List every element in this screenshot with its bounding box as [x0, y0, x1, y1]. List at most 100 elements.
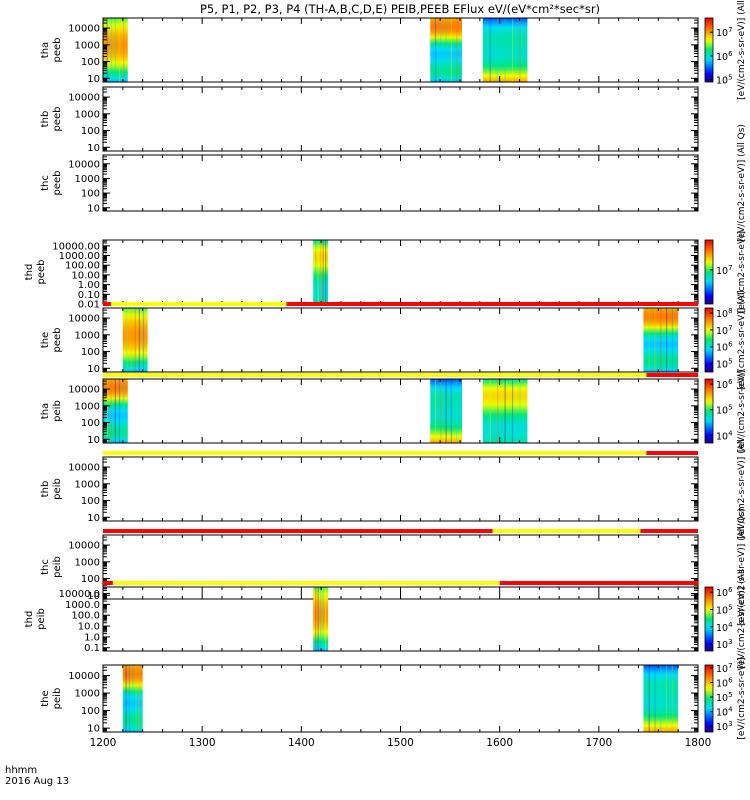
- y-tick-label: 10000: [68, 159, 100, 170]
- colorbar-label: [eV/(cm2-s-sr-eV)] (All: [737, 290, 747, 390]
- colorbar-tick-label: 105: [716, 691, 733, 704]
- y-tick-label: 100.0: [71, 611, 100, 622]
- mode-bar-segment: [640, 529, 698, 533]
- x-tick-label: 1200: [90, 737, 117, 749]
- y-tick-label: 1000.0: [65, 600, 100, 611]
- colorbar-label: [eV/(cm2-s-sr-eV)] (All: [737, 439, 747, 539]
- panel-tha-peeb: 10 100 1000 10000 tha peeb 107 106 105 [eV/(cm2-s…: [40, 0, 747, 100]
- y-tick-label: 10000: [68, 24, 100, 35]
- mode-bar-segment: [110, 302, 287, 306]
- colorbar-label: [eV/(cm2-s-sr-eV)]: [737, 231, 747, 313]
- y-axis-label-product: peeb: [52, 38, 63, 63]
- y-tick-label: 10: [87, 591, 100, 602]
- colorbar-tick-label: 104: [716, 429, 733, 442]
- y-tick-label: 100.00: [65, 261, 100, 272]
- y-axis-label-probe: tha: [40, 403, 51, 419]
- x-tick-label: 1800: [685, 737, 712, 749]
- colorbar-tick-label: 107: [716, 324, 733, 337]
- mode-bar-segment: [103, 581, 113, 585]
- y-tick-label: 10: [87, 435, 100, 446]
- mode-bar-segment: [492, 529, 641, 533]
- mode-bar-segment: [499, 581, 698, 585]
- y-tick-label: 1000: [75, 479, 100, 490]
- y-tick-label: 10000.0: [59, 589, 100, 600]
- y-tick-label: 100: [81, 347, 100, 358]
- y-tick-label: 100: [81, 574, 100, 585]
- y-axis-label-probe: thc: [40, 175, 51, 191]
- panel-tha-peib: 10 100 1000 10000 tha peib 106 105 104 [eV/(cm2-s…: [40, 370, 747, 452]
- y-tick-label: 1.0: [84, 632, 100, 643]
- data-block: [430, 18, 462, 82]
- panel-frame: [102, 154, 699, 212]
- colorbar-label: [eV/(cm2-s-sr-eV)] (All: [737, 0, 747, 100]
- colorbar-scale: [704, 664, 714, 733]
- colorbar: [eV/(cm2-s-sr-eV)] (All: [737, 439, 747, 539]
- y-axis-label-product: peeb: [52, 107, 63, 132]
- y-axis-label-product: peeb: [52, 171, 63, 196]
- colorbar-scale: [704, 239, 714, 305]
- y-tick-label: 100: [81, 189, 100, 200]
- y-tick-label: 1000: [75, 330, 100, 341]
- data-block: [482, 18, 528, 82]
- y-tick-label: 1000: [75, 174, 100, 185]
- mode-bar-segment: [103, 451, 647, 455]
- y-tick-label: 0.01: [78, 300, 100, 311]
- x-axis: 1200 1300 1400 1500 1600 1700 1800: [90, 737, 712, 749]
- mode-bar: [103, 451, 698, 455]
- y-tick-label: 10000: [68, 671, 100, 682]
- x-tick-label: 1600: [486, 737, 513, 749]
- y-axis-label-probe: thb: [40, 481, 51, 498]
- y-tick-label: 100: [81, 57, 100, 68]
- y-tick-label: 10: [87, 724, 100, 735]
- colorbar: 106 105 104 [eV/(cm2-s-sr-eV)]: [704, 370, 747, 452]
- panel-the-peeb: 10 100 1000 10000 the peeb 108 107 106 105 [eV/(cm…: [40, 290, 747, 390]
- colorbar-scale: [704, 17, 714, 83]
- y-tick-label: 10: [87, 364, 100, 375]
- colorbar-tick-label: 108: [716, 307, 733, 320]
- panel-frame: [102, 664, 699, 733]
- data-block: [122, 308, 148, 372]
- mode-bar-segment: [286, 302, 698, 306]
- x-tick-label: 1500: [387, 737, 414, 749]
- colorbar-tick-label: 104: [716, 621, 733, 634]
- x-axis-label-line2: 2016 Aug 13: [5, 776, 70, 787]
- y-tick-label: 100: [81, 706, 100, 717]
- y-tick-label: 0.1: [84, 643, 100, 654]
- mode-bar: [103, 529, 698, 533]
- colorbar: [eV/(cm2-s-sr-eV)] (All Qs): [737, 508, 747, 626]
- colorbar: [eV/(cm2-s-sr-eV)] (All Qs): [737, 124, 747, 242]
- x-axis-label-line1: hhmm: [5, 765, 38, 776]
- colorbar-tick-label: 106: [716, 50, 733, 63]
- colorbar-tick-label: 105: [716, 74, 733, 87]
- x-tick-label: 1400: [288, 737, 315, 749]
- y-tick-label: 10000: [68, 541, 100, 552]
- colorbar: 106 105 104 103 [eV/(cm2-s-sr-eV)] (All: [704, 569, 747, 669]
- y-tick-label: 10000: [68, 463, 100, 474]
- y-axis-label-product: peib: [52, 556, 63, 578]
- y-tick-label: 1000: [75, 557, 100, 568]
- data-block: [313, 587, 329, 651]
- y-axis-label-probe: the: [40, 332, 51, 348]
- colorbar-tick-label: 107: [716, 264, 733, 277]
- colorbar-tick-label: 104: [716, 706, 733, 719]
- colorbar-label: [eV/(cm2-s-sr-eV)]: [737, 370, 747, 452]
- mode-bar-segment: [646, 451, 698, 455]
- mode-bar: [103, 373, 698, 377]
- y-axis-label-product: peib: [52, 688, 63, 710]
- y-axis-label-probe: thb: [40, 111, 51, 128]
- colorbar-label: [eV/(cm2-s-sr-eV)] (All Qs): [737, 508, 747, 626]
- colorbar-label: [eV/(cm2-s-sr-eV)]: [737, 657, 747, 739]
- panel-frame: [102, 307, 699, 373]
- colorbar-scale: [704, 307, 714, 373]
- y-axis-label-product: peib: [52, 478, 63, 500]
- data-block: [103, 379, 128, 443]
- y-tick-label: 1000: [75, 689, 100, 700]
- y-axis-label-probe: tha: [40, 42, 51, 58]
- colorbar-tick-label: 106: [716, 341, 733, 354]
- panel-thc-peeb: 10 100 1000 10000 thc peeb [eV/(cm2-s-sr-eV)] …: [40, 124, 747, 242]
- y-tick-label: 1.00: [78, 280, 100, 291]
- colorbar-tick-label: 106: [716, 378, 733, 391]
